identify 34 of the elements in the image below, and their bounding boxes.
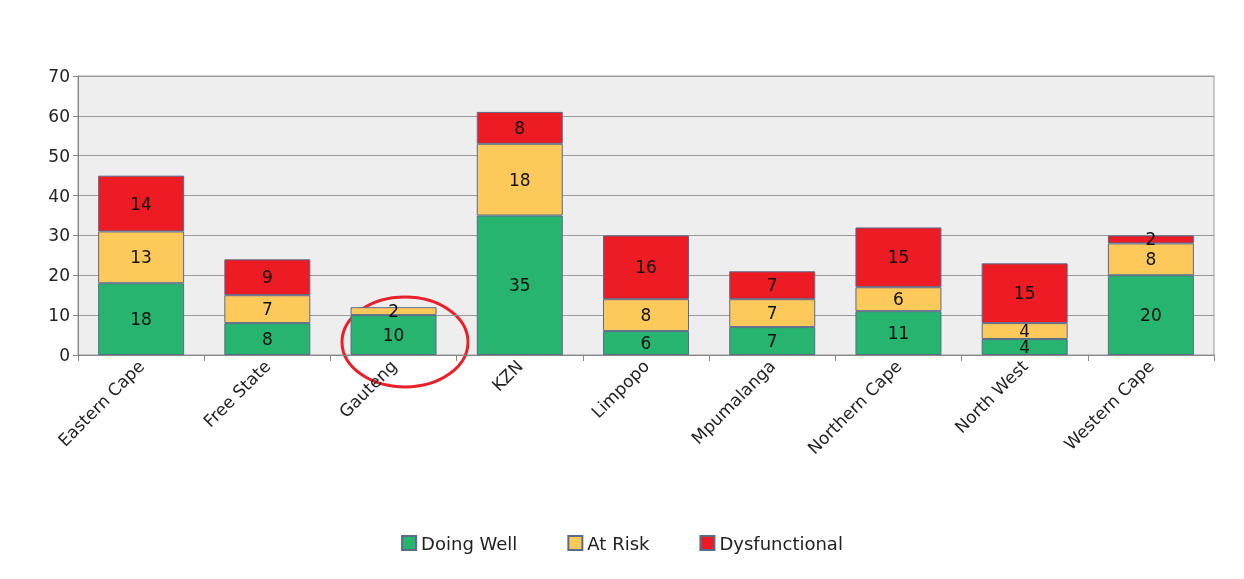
y-tick-label: 40 <box>48 185 70 206</box>
data-label: 14 <box>130 193 152 214</box>
data-label: 15 <box>1013 283 1036 304</box>
data-label: 8 <box>1145 249 1157 270</box>
data-label: 18 <box>508 169 531 190</box>
y-tick-label: 50 <box>48 145 70 166</box>
data-label: 13 <box>130 247 152 268</box>
data-label: 20 <box>1140 305 1162 326</box>
y-tick-label: 10 <box>48 305 70 326</box>
data-label: 18 <box>130 309 152 330</box>
data-label: 7 <box>261 299 273 320</box>
data-label: 10 <box>382 325 405 346</box>
data-label: 7 <box>766 303 778 324</box>
data-label: 9 <box>261 267 273 288</box>
y-tick-label: 70 <box>48 66 70 86</box>
y-tick-label: 20 <box>48 265 70 286</box>
data-label: 16 <box>635 257 657 278</box>
legend-label: Doing Well <box>421 532 518 554</box>
data-label: 7 <box>766 275 778 296</box>
y-tick-label: 30 <box>48 225 70 246</box>
y-tick-label: 0 <box>59 345 70 365</box>
data-label: 11 <box>887 323 910 344</box>
legend-label: At Risk <box>587 532 651 554</box>
data-label: 6 <box>893 289 904 310</box>
y-tick-label: 60 <box>48 105 70 126</box>
data-label: 8 <box>640 305 652 326</box>
data-label: 35 <box>508 275 531 296</box>
data-label: 8 <box>261 329 273 350</box>
data-label: 7 <box>766 331 778 352</box>
data-label: 6 <box>640 333 652 354</box>
legend-label: Dysfunctional <box>719 532 843 554</box>
data-label: 15 <box>887 247 910 268</box>
data-label: 8 <box>514 117 526 138</box>
data-label: 4 <box>1019 337 1031 358</box>
